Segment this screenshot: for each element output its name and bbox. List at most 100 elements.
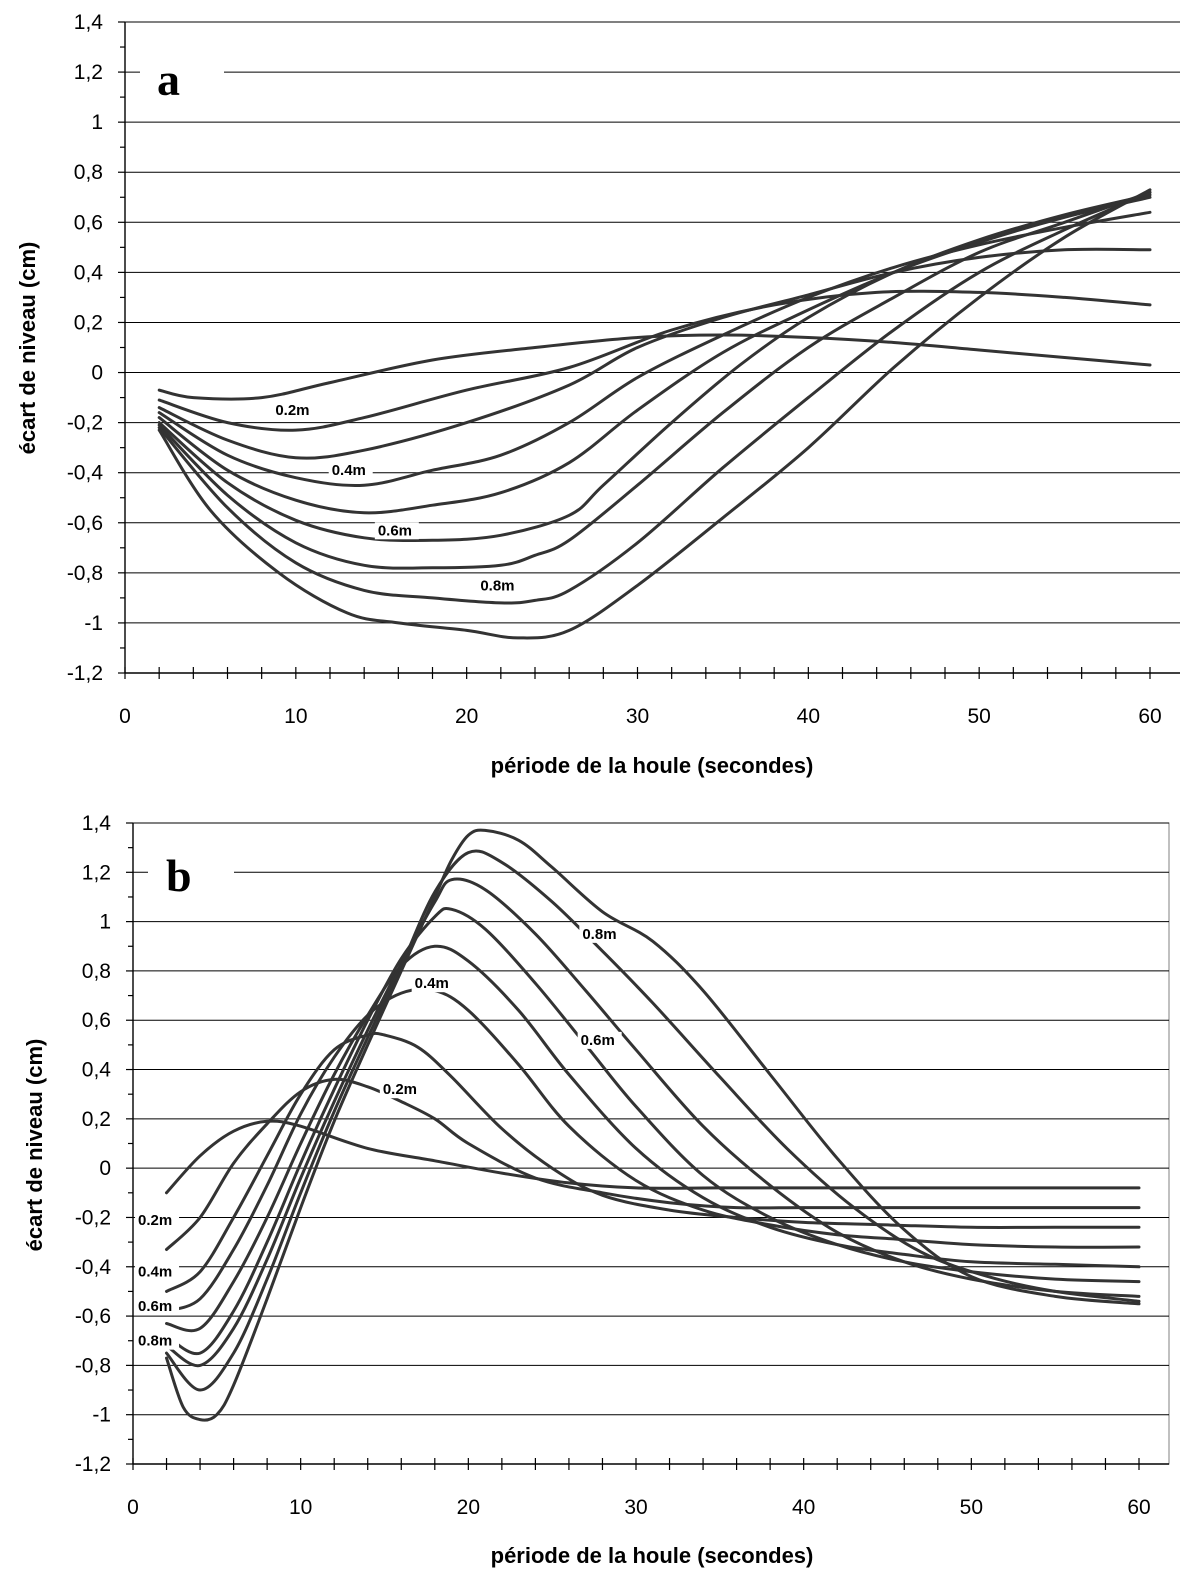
curve-label-bg [272,402,317,420]
curve-label-bg [135,1211,180,1229]
curve-label: 0.6m [581,1032,615,1049]
curve-label: 0.2m [138,1212,172,1229]
y-tick-label: -0,2 [67,412,103,435]
y-tick-label: 1 [91,111,103,134]
gridlines-b [133,822,1169,1465]
series-line-2 [165,1077,1141,1251]
series-line-3 [165,1031,1141,1293]
series-line-9 [157,188,1152,640]
y-tick-label: 0,8 [74,161,103,184]
y-tick-label: 1 [99,911,111,934]
y-tick-label: -1,2 [75,1453,111,1476]
y-tick-label: 0,2 [82,1108,111,1131]
curve-label: 0.2m [275,402,309,419]
y-tick-label: 1,2 [82,861,111,884]
curve-label-bg [328,462,373,480]
x-tick-label: 50 [967,705,990,728]
series-line-6 [157,193,1152,543]
curve-label: 0.4m [332,462,366,479]
curve-label-bg [135,1263,180,1281]
y-tick-label: 0,6 [82,1009,111,1032]
curve-label: 0.6m [378,522,412,539]
x-tick-label: 40 [797,705,820,728]
curve-label-bg [579,925,624,943]
panel-letter-b: b [166,850,192,901]
ticks-a: 1,4 1,2 1 0,8 0,6 0,4 0,2 0 -0,2 -0,4 -0,6 -0,8 -1 -1… [67,11,1180,728]
y-tick-label: -0,4 [67,462,104,485]
series-line-3 [157,247,1152,460]
y-tick-label: 1,4 [74,11,104,34]
series-line-4 [165,987,1141,1313]
y-tick-label: 0,4 [74,261,104,284]
series-line-5 [165,944,1141,1333]
y-tick-label: 0 [99,1157,111,1180]
curve-label-bg [135,1332,180,1350]
curve-label: 0.6m [138,1298,172,1315]
series-line-8 [165,849,1141,1392]
y-tick-label: 0,8 [82,960,111,983]
y-tick-label: 0 [91,362,103,385]
y-tick-label: -0,6 [67,512,103,535]
y-tick-label: 1,4 [82,812,112,835]
series-line-8 [157,190,1152,605]
curve-labels-a: 0.2m 0.4m 0.6m 0.8m [272,402,522,595]
panel-letter-box-a [140,45,224,115]
series-line-4 [157,210,1152,487]
curve-label: 0.8m [480,577,514,594]
series-line-7 [165,877,1141,1368]
curve-label-bg [577,1031,622,1049]
y-tick-label: -1 [92,1404,111,1427]
y-tick-label: -0,2 [75,1206,111,1229]
y-tick-label: 1,2 [74,61,103,84]
series-line-7 [157,190,1152,570]
curve-label-bg [374,522,419,540]
panel-letter-a: a [157,54,180,105]
x-tick-label: 30 [624,1496,647,1519]
panel-letter-box-b [148,843,234,915]
curve-label: 0.4m [415,975,449,992]
x-tick-label: 0 [119,705,131,728]
ticks-b: 1,4 1,2 1 0,8 0,6 0,4 0,2 0 -0,2 -0,4 -0,6 -0,8 -1 -1… [75,812,1169,1519]
x-tick-label: 40 [792,1496,815,1519]
y-tick-label: -0,8 [67,562,103,585]
curve-label-bg [379,1081,424,1099]
plot-area-b [132,822,1170,1465]
curve-labels-b: 0.2m 0.4m 0.6m 0.8m 0.2m 0.4m 0.6m 0.8m [135,925,624,1350]
x-tick-label: 60 [1138,705,1161,728]
y-tick-label: -0,6 [75,1305,111,1328]
x-axis-label-b: période de la houle (secondes) [491,1543,814,1568]
x-tick-label: 50 [960,1496,983,1519]
panel-b: 1,4 1,2 1 0,8 0,6 0,4 0,2 0 -0,2 -0,4 -0,6 -0,8 -1 -1… [22,812,1170,1568]
y-tick-label: -0,8 [75,1354,111,1377]
y-tick-label: -1 [84,612,103,635]
series-line-9 [165,828,1141,1422]
curve-label-bg [411,975,456,993]
y-axis-label-a: écart de niveau (cm) [15,242,40,455]
y-tick-label: 0,6 [74,211,103,234]
x-tick-label: 10 [289,1496,312,1519]
curve-label: 0.8m [582,926,616,943]
panel-a: 1,4 1,2 1 0,8 0,6 0,4 0,2 0 -0,2 -0,4 -0,6 -0,8 -1 -1… [15,11,1180,778]
y-axis-label-b: écart de niveau (cm) [22,1039,47,1252]
curve-label-bg [135,1298,180,1316]
y-tick-label: 0,2 [74,311,103,334]
curve-label-bg [477,577,522,595]
y-tick-label: -0,4 [75,1256,112,1279]
curves-b [165,828,1141,1422]
x-axis-label-a: période de la houle (secondes) [491,753,814,778]
curve-label: 0.2m [383,1081,417,1098]
x-tick-label: 20 [455,705,478,728]
curve-label: 0.8m [138,1333,172,1350]
y-tick-label: 0,4 [82,1059,112,1082]
x-tick-label: 10 [284,705,307,728]
curves-a [157,188,1152,640]
x-tick-label: 30 [626,705,649,728]
x-tick-label: 0 [127,1496,139,1519]
curve-label: 0.4m [138,1264,172,1281]
x-tick-label: 20 [457,1496,480,1519]
y-tick-label: -1,2 [67,662,103,685]
series-line-1 [157,333,1152,401]
series-line-1 [165,1119,1141,1195]
x-tick-label: 60 [1127,1496,1150,1519]
